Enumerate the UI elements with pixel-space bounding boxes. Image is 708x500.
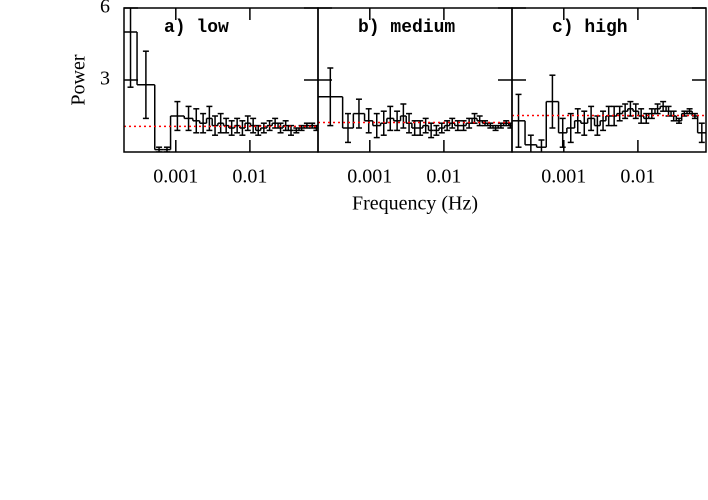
panel xyxy=(318,67,512,144)
x-tick-label: 0.001 xyxy=(347,166,392,188)
x-tick-label: 0.01 xyxy=(426,166,461,188)
x-axis-label: Frequency (Hz) xyxy=(352,193,478,215)
y-tick-label: 3 xyxy=(100,68,110,90)
x-tick-label: 0.01 xyxy=(232,166,267,188)
y-axis-label: Power xyxy=(68,54,90,105)
y-tick-label: 6 xyxy=(100,0,110,18)
panel-title: a) low xyxy=(164,18,229,38)
panel xyxy=(124,8,318,152)
panel xyxy=(512,74,706,152)
panel-title: c) high xyxy=(552,18,628,38)
x-tick-label: 0.001 xyxy=(153,166,198,188)
panel-title: b) medium xyxy=(358,18,455,38)
x-tick-label: 0.01 xyxy=(620,166,655,188)
x-tick-label: 0.001 xyxy=(541,166,586,188)
